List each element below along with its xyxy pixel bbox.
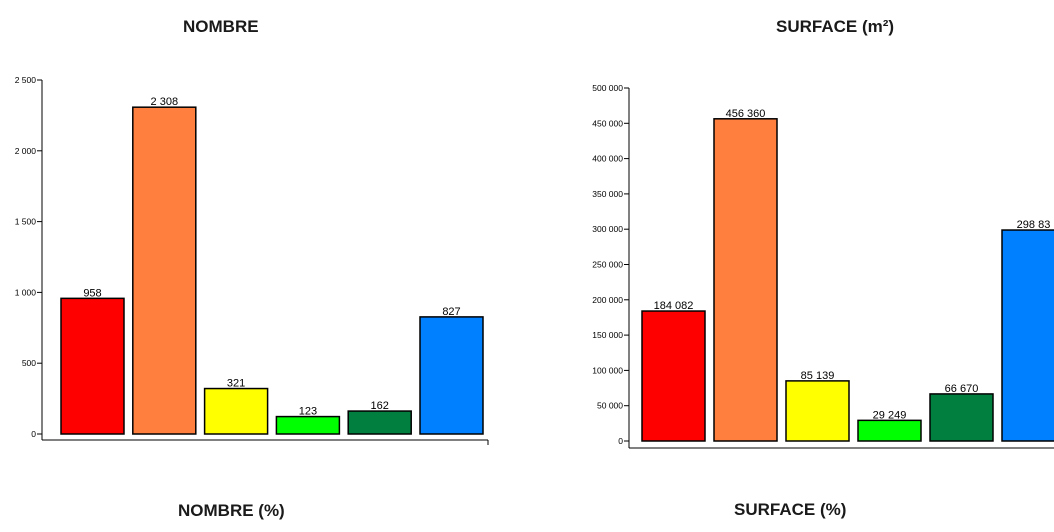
chart-title-nombre-pct: NOMBRE (%) (178, 501, 285, 520)
data-label: 321 (227, 378, 245, 390)
data-label: 958 (83, 287, 101, 299)
bar (641, 310, 706, 442)
bar (785, 380, 850, 442)
y-tick-label: 1 500 (15, 217, 37, 227)
y-tick-label: 500 000 (592, 83, 623, 93)
chart-title-nombre: NOMBRE (183, 17, 259, 36)
y-tick-label: 50 000 (597, 401, 623, 411)
data-label: 456 360 (726, 108, 766, 120)
data-label: 85 139 (801, 370, 835, 382)
y-tick-label: 0 (31, 429, 36, 439)
y-tick-label: 1 000 (15, 287, 37, 297)
y-tick-label: 450 000 (592, 118, 623, 128)
y-tick-label: 0 (618, 436, 623, 446)
data-label: 29 249 (873, 409, 907, 421)
chart-title-surface-pct: SURFACE (%) (734, 500, 847, 519)
bar (203, 387, 269, 435)
bar (929, 393, 994, 442)
y-tick-label: 2 500 (15, 75, 37, 85)
bar (419, 316, 484, 435)
bar (713, 118, 778, 442)
y-tick-label: 100 000 (592, 365, 623, 375)
y-tick-label: 150 000 (592, 330, 623, 340)
bar (275, 415, 341, 435)
data-label: 162 (371, 400, 389, 412)
nombre-bar-chart: 0 500 1 000 1 500 2 000 2 500 958 2 308 321 123 16… (15, 75, 489, 445)
y-tick-label: 250 000 (592, 260, 623, 270)
data-label: 298 83 (1017, 219, 1051, 231)
data-label: 184 082 (654, 300, 694, 312)
data-label: 827 (442, 306, 460, 318)
data-label: 123 (299, 406, 317, 418)
bar (60, 297, 125, 435)
y-tick-label: 200 000 (592, 295, 623, 305)
bar (132, 106, 197, 435)
y-tick-label: 300 000 (592, 224, 623, 234)
bar (857, 419, 922, 442)
y-tick-label: 2 000 (15, 146, 37, 156)
y-tick-label: 400 000 (592, 154, 623, 164)
y-tick-label: 350 000 (592, 189, 623, 199)
bar (1001, 229, 1054, 442)
data-label: 66 670 (945, 383, 979, 395)
chart-title-surface: SURFACE (m²) (776, 17, 895, 36)
data-label: 2 308 (151, 96, 179, 108)
surface-bar-chart: 0 50 000 100 000 150 000 200 000 250 000 300 0… (592, 83, 1054, 449)
y-tick-label: 500 (22, 358, 36, 368)
bar (347, 410, 412, 435)
